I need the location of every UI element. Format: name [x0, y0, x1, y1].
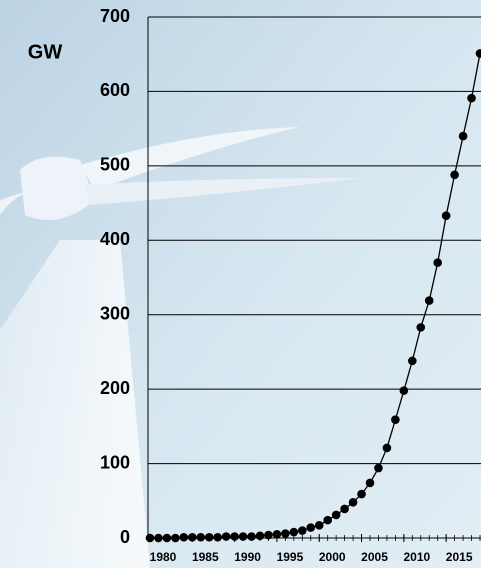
data-point: [213, 533, 222, 542]
y-tick-label: 400: [100, 229, 130, 249]
data-point: [459, 132, 468, 141]
data-point: [239, 532, 248, 541]
x-tick-label: 1990: [234, 550, 261, 564]
data-point: [400, 386, 409, 395]
y-tick-label: 100: [100, 452, 130, 472]
y-tick-label: 300: [100, 303, 130, 323]
data-point: [467, 94, 476, 103]
x-tick-label: 1985: [192, 550, 219, 564]
data-point: [290, 528, 299, 537]
data-point: [205, 533, 214, 542]
y-tick-label: 0: [120, 527, 130, 547]
data-point: [256, 531, 265, 540]
data-point: [425, 296, 434, 305]
x-tick-label: 2000: [319, 550, 346, 564]
data-point: [146, 534, 155, 543]
data-point: [433, 258, 442, 267]
data-point: [340, 505, 349, 514]
data-point: [315, 521, 324, 530]
y-tick-label: 200: [100, 378, 130, 398]
y-tick-label: 700: [100, 6, 130, 26]
y-axis-label: GW: [28, 41, 63, 63]
x-tick-label: 1980: [150, 550, 177, 564]
data-point: [154, 534, 163, 543]
page: {"chart_data": {"type": "line", "ylabel"…: [0, 0, 481, 568]
data-point: [374, 464, 383, 473]
data-point: [264, 531, 273, 540]
data-point: [323, 516, 332, 525]
data-point: [247, 532, 256, 541]
y-tick-label: 600: [100, 80, 130, 100]
data-point: [188, 533, 197, 542]
data-point: [366, 479, 375, 488]
data-point: [180, 533, 189, 542]
data-point: [298, 526, 307, 535]
data-point: [230, 532, 239, 541]
x-tick-label: 2010: [403, 550, 430, 564]
data-point: [416, 323, 425, 332]
data-point: [332, 511, 341, 520]
x-tick-label: 1995: [277, 550, 304, 564]
data-point: [357, 490, 366, 499]
data-point: [163, 534, 172, 543]
x-tick-label: 2005: [361, 550, 388, 564]
data-point: [442, 211, 451, 220]
data-point: [408, 357, 417, 366]
data-point: [450, 170, 459, 179]
data-point: [383, 444, 392, 453]
data-point: [349, 498, 358, 507]
data-point: [281, 529, 290, 538]
data-point: [196, 533, 205, 542]
data-point: [171, 534, 180, 543]
x-tick-label: 2015: [446, 550, 473, 564]
data-point: [306, 523, 315, 532]
y-tick-label: 500: [100, 155, 130, 175]
chart: GW 0 100 200 300 400 500 600 700 1980 1985 1990 199…: [0, 0, 481, 568]
data-point: [273, 530, 282, 539]
data-point: [222, 532, 231, 541]
data-point: [391, 415, 400, 424]
